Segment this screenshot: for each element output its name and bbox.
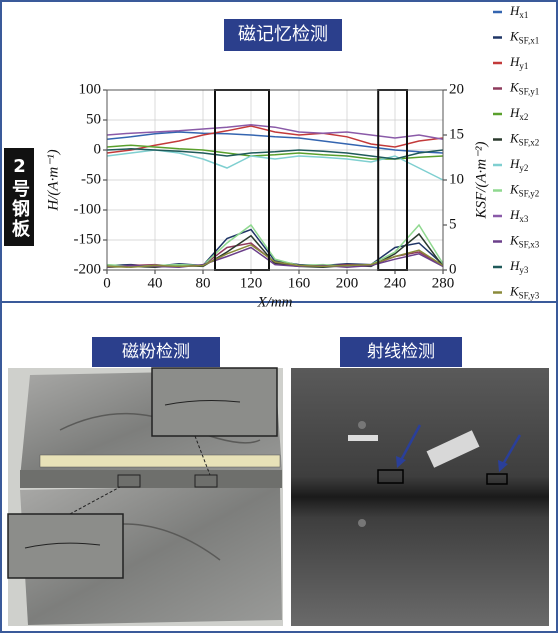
x-tick-label: 40	[148, 275, 163, 291]
side-label: 2号钢板	[4, 148, 34, 246]
inset	[151, 367, 278, 437]
arrow	[398, 424, 422, 463]
xray-photo	[291, 368, 549, 626]
legend-label: Hx2	[509, 105, 528, 122]
arrow	[500, 434, 522, 467]
y-tick-label: -50	[81, 171, 101, 187]
marker	[348, 435, 378, 441]
x-axis-label: X/mm	[257, 294, 293, 310]
x-tick-label: 200	[336, 275, 359, 291]
title-box	[92, 337, 220, 367]
marker	[358, 421, 366, 429]
inset-connector	[194, 435, 211, 476]
x-tick-label: 240	[384, 275, 407, 291]
y2-tick-label: 0	[449, 261, 457, 277]
defect-box	[194, 474, 218, 488]
y2-axis-label: KSF/(A·m⁻²)	[473, 142, 489, 220]
defect-box	[377, 469, 404, 484]
x-tick-label: 160	[288, 275, 311, 291]
title-box	[340, 337, 462, 367]
legend-label: KSF,y2	[509, 181, 539, 198]
series-line	[106, 124, 444, 140]
film	[291, 368, 549, 626]
legend-label: KSF,y1	[509, 79, 539, 96]
legend-label: KSF,x1	[509, 28, 539, 45]
series-line	[106, 246, 444, 269]
y2-tick-label: 10	[449, 171, 464, 187]
y-tick-label: 0	[94, 141, 102, 157]
y-axis-label: H/(A·m⁻¹)	[45, 149, 61, 211]
y-tick-label: -150	[74, 231, 102, 247]
ruler	[39, 454, 281, 468]
legend-label: KSF,x3	[509, 232, 540, 249]
arrowhead	[396, 456, 406, 468]
magnetic-photo	[7, 367, 283, 626]
defect-box	[486, 473, 508, 485]
series-line	[106, 148, 444, 160]
y2-tick-label: 15	[449, 126, 464, 142]
y2-tick-label: 20	[449, 81, 464, 97]
plot-border	[106, 89, 444, 271]
arrowhead	[498, 460, 508, 472]
x-tick-label: 280	[432, 275, 455, 291]
x-tick-label: 80	[196, 275, 211, 291]
chart-title: 磁记忆检测	[238, 24, 328, 45]
legend-label: Hy1	[509, 54, 528, 71]
legend-label: Hy2	[509, 156, 528, 173]
legend-label: Hx1	[509, 3, 528, 20]
series-line	[106, 243, 444, 269]
iqi	[426, 430, 480, 468]
series-line	[106, 125, 444, 154]
series-line	[106, 131, 444, 154]
series-line	[106, 144, 444, 160]
legend-label: KSF,y3	[509, 283, 540, 300]
weld	[20, 470, 282, 488]
crack	[164, 400, 241, 406]
x-tick-label: 0	[103, 275, 111, 291]
crack	[24, 542, 101, 549]
y2-tick-label: 5	[449, 216, 457, 232]
y-tick-label: 100	[79, 81, 102, 97]
defect-box	[117, 474, 141, 488]
photo-title: 射线检测	[367, 342, 435, 362]
legend-label: Hx3	[509, 207, 529, 224]
photo-title: 磁粉检测	[122, 342, 190, 362]
x-tick-label: 120	[240, 275, 263, 291]
y-tick-label: -200	[74, 261, 102, 277]
inset-connector	[69, 486, 121, 515]
title-box	[224, 19, 342, 51]
legend-label: Hy3	[509, 258, 529, 275]
y-tick-label: 50	[86, 111, 101, 127]
inset	[7, 513, 124, 579]
y-tick-label: -100	[74, 201, 102, 217]
legend-label: KSF,x2	[509, 130, 539, 147]
marker	[358, 519, 366, 527]
